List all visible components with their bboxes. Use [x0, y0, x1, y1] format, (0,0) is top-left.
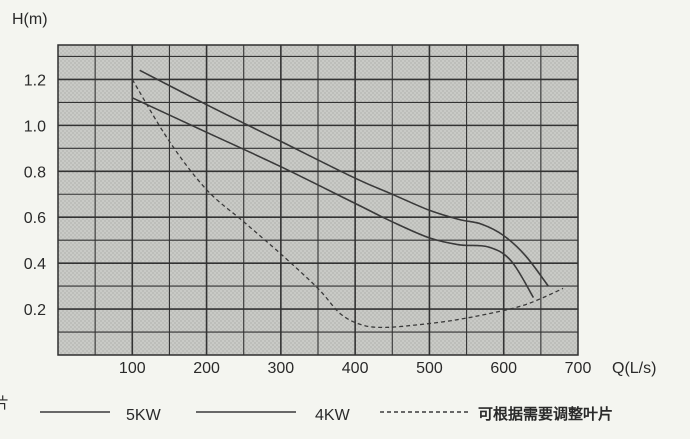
y-tick-label: 0.8 [24, 164, 46, 181]
y-tick-label: 1.0 [24, 118, 46, 135]
legend-label-5kw: 5KW [126, 407, 162, 424]
x-tick-label: 300 [268, 360, 295, 377]
axis-labels: H(m) Q(L/s) 100 200 300 400 500 600 700 0.2 0.4 0… [12, 11, 656, 377]
x-tick-label: 400 [342, 360, 369, 377]
legend: 片 5KW 4KW 可根据需要调整叶片 [0, 395, 613, 424]
series-layer [131, 69, 564, 329]
series-line-5kw [139, 69, 549, 287]
y-tick-label: 1.2 [24, 72, 46, 89]
legend-label-adjustable: 可根据需要调整叶片 [478, 405, 613, 423]
x-tick-label: 200 [193, 360, 220, 377]
x-tick-label: 500 [416, 360, 443, 377]
y-tick-label: 0.4 [24, 256, 46, 273]
legend-label-4kw: 4KW [315, 407, 351, 424]
x-tick-label: 600 [490, 360, 517, 377]
left-edge-fragment: 片 [0, 395, 9, 412]
grid [58, 45, 578, 355]
series-line-4kw [131, 97, 535, 299]
y-axis-title: H(m) [12, 11, 48, 28]
x-axis-title: Q(L/s) [612, 360, 656, 377]
x-tick-label: 700 [565, 360, 592, 377]
y-tick-label: 0.6 [24, 210, 46, 227]
y-tick-label: 0.2 [24, 302, 46, 319]
series-line-adjustable [131, 79, 564, 329]
x-tick-label: 100 [119, 360, 146, 377]
